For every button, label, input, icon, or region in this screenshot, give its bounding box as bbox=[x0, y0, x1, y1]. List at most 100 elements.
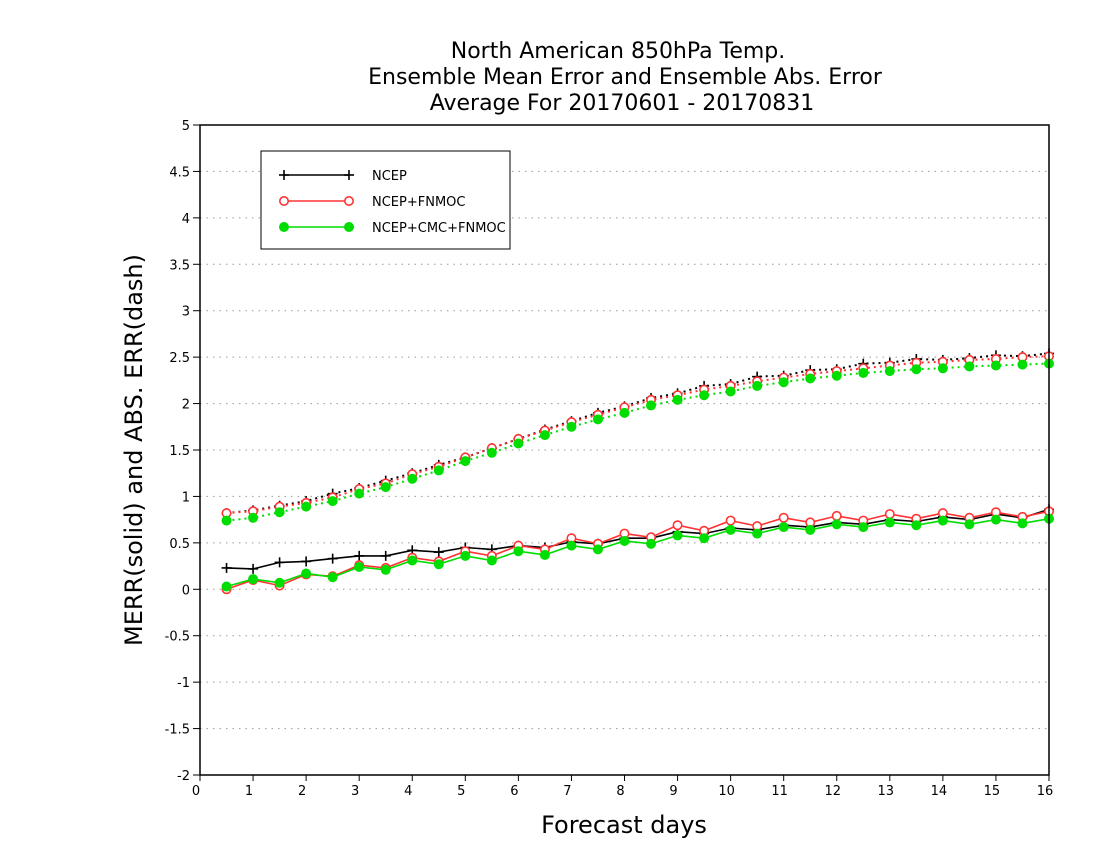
abs-err-point bbox=[513, 438, 524, 449]
series-ncep-cmc-fnmoc-merr bbox=[221, 513, 1054, 592]
legend-item-ncep-fnmoc: NCEP+FNMOC bbox=[278, 195, 465, 210]
legend-marker bbox=[343, 196, 354, 207]
y-tick-label: -1 bbox=[177, 676, 190, 691]
chart-title-line-1: North American 850hPa Temp. bbox=[451, 39, 786, 64]
merr-point bbox=[592, 544, 603, 555]
abs-err-point bbox=[990, 360, 1001, 371]
x-tick-label: 7 bbox=[563, 784, 571, 799]
x-tick-label: 5 bbox=[457, 784, 465, 799]
abs-err-point bbox=[1017, 359, 1028, 370]
abs-err-point bbox=[831, 370, 842, 381]
abs-err-point bbox=[592, 414, 603, 425]
y-tick-label: -1.5 bbox=[165, 723, 190, 738]
y-tick-label: 2 bbox=[182, 398, 190, 413]
y-tick-label: -0.5 bbox=[165, 630, 190, 645]
merr-point bbox=[539, 549, 550, 560]
abs-err-point bbox=[725, 386, 736, 397]
merr-point bbox=[327, 572, 338, 583]
abs-err-point bbox=[407, 473, 418, 484]
abs-err-point bbox=[699, 390, 710, 401]
legend-label: NCEP+CMC+FNMOC bbox=[372, 221, 506, 236]
merr-point bbox=[858, 522, 869, 533]
abs-err-point bbox=[486, 447, 497, 458]
abs-err-point bbox=[752, 380, 763, 391]
chart-title: North American 850hPa Temp. Ensemble Mea… bbox=[368, 39, 883, 116]
legend-item-ncep-cmc-fnmoc: NCEP+CMC+FNMOC bbox=[279, 221, 506, 236]
legend-item-ncep: NCEP bbox=[279, 169, 407, 184]
merr-point bbox=[248, 563, 259, 574]
x-tick-label: 14 bbox=[931, 784, 948, 799]
abs-err-point bbox=[937, 363, 948, 374]
merr-point bbox=[911, 520, 922, 531]
abs-err-point bbox=[274, 507, 285, 518]
y-tick-label: 5 bbox=[182, 119, 190, 134]
merr-point bbox=[672, 530, 683, 541]
abs-err-line bbox=[226, 352, 1050, 515]
x-tick-label: 3 bbox=[351, 784, 359, 799]
merr-point bbox=[619, 536, 630, 546]
merr-point bbox=[380, 550, 391, 561]
x-tick-label: 12 bbox=[824, 784, 841, 799]
x-tick-label: 6 bbox=[510, 784, 518, 799]
abs-err-point bbox=[301, 501, 312, 512]
merr-point bbox=[274, 577, 285, 588]
x-tick-label: 10 bbox=[718, 784, 735, 799]
abs-err-point bbox=[354, 488, 365, 499]
legend-label: NCEP bbox=[372, 169, 407, 184]
merr-point bbox=[301, 556, 312, 567]
x-tick-label: 9 bbox=[669, 784, 677, 799]
abs-err-point bbox=[433, 465, 444, 476]
abs-err-point bbox=[539, 430, 550, 441]
legend-box bbox=[260, 150, 511, 250]
merr-point bbox=[380, 564, 391, 575]
legend-marker bbox=[344, 170, 354, 180]
merr-point bbox=[752, 528, 763, 539]
merr-point bbox=[805, 524, 816, 535]
legend-marker bbox=[279, 170, 289, 180]
merr-point bbox=[460, 550, 471, 561]
merr-point bbox=[778, 512, 789, 523]
axes: -2-1.5-1-0.500.511.522.533.544.550 1 2 3 4 5 6… bbox=[165, 119, 1054, 799]
merr-point bbox=[964, 519, 975, 530]
x-tick-label: 4 bbox=[404, 784, 412, 799]
y-tick-label: 3.5 bbox=[169, 258, 190, 273]
abs-err-point bbox=[858, 367, 869, 378]
x-tick-label: 13 bbox=[878, 784, 895, 799]
series-ncep-cmc-fnmoc bbox=[221, 358, 1054, 526]
abs-err-point bbox=[646, 400, 657, 411]
merr-line bbox=[226, 508, 1050, 570]
abs-err-point bbox=[380, 482, 391, 493]
grid-lines bbox=[200, 170, 1049, 730]
merr-point bbox=[831, 510, 842, 521]
merr-point bbox=[354, 550, 365, 561]
merr-point bbox=[1017, 518, 1028, 529]
x-axis-label: Forecast days bbox=[541, 811, 707, 839]
y-tick-label: 0.5 bbox=[169, 537, 190, 552]
merr-point bbox=[354, 562, 365, 572]
y-tick-label: 2.5 bbox=[169, 351, 190, 366]
series-ncep-fnmoc bbox=[221, 351, 1055, 519]
abs-err-point bbox=[248, 512, 259, 523]
y-tick-label: 4 bbox=[182, 212, 190, 227]
merr-point bbox=[221, 562, 232, 573]
legend-label: NCEP+FNMOC bbox=[372, 195, 465, 210]
x-tick-label: 2 bbox=[298, 784, 306, 799]
series-layer bbox=[221, 348, 1055, 595]
merr-point bbox=[778, 522, 789, 533]
merr-point bbox=[433, 559, 444, 570]
merr-point bbox=[937, 515, 948, 526]
abs-err-point bbox=[566, 421, 577, 432]
merr-point bbox=[248, 574, 259, 585]
abs-err-line bbox=[226, 355, 1050, 515]
y-tick-label: 3 bbox=[182, 305, 190, 320]
merr-point bbox=[884, 509, 895, 520]
abs-err-point bbox=[672, 394, 683, 405]
merr-point bbox=[433, 547, 444, 558]
chart-title-line-2: Ensemble Mean Error and Ensemble Abs. Er… bbox=[368, 65, 883, 90]
abs-err-point bbox=[460, 456, 471, 467]
legend-marker bbox=[279, 222, 289, 232]
legend-marker bbox=[278, 196, 289, 207]
merr-point bbox=[221, 581, 232, 592]
x-tick-label: 15 bbox=[984, 784, 1001, 799]
merr-point bbox=[831, 519, 842, 530]
